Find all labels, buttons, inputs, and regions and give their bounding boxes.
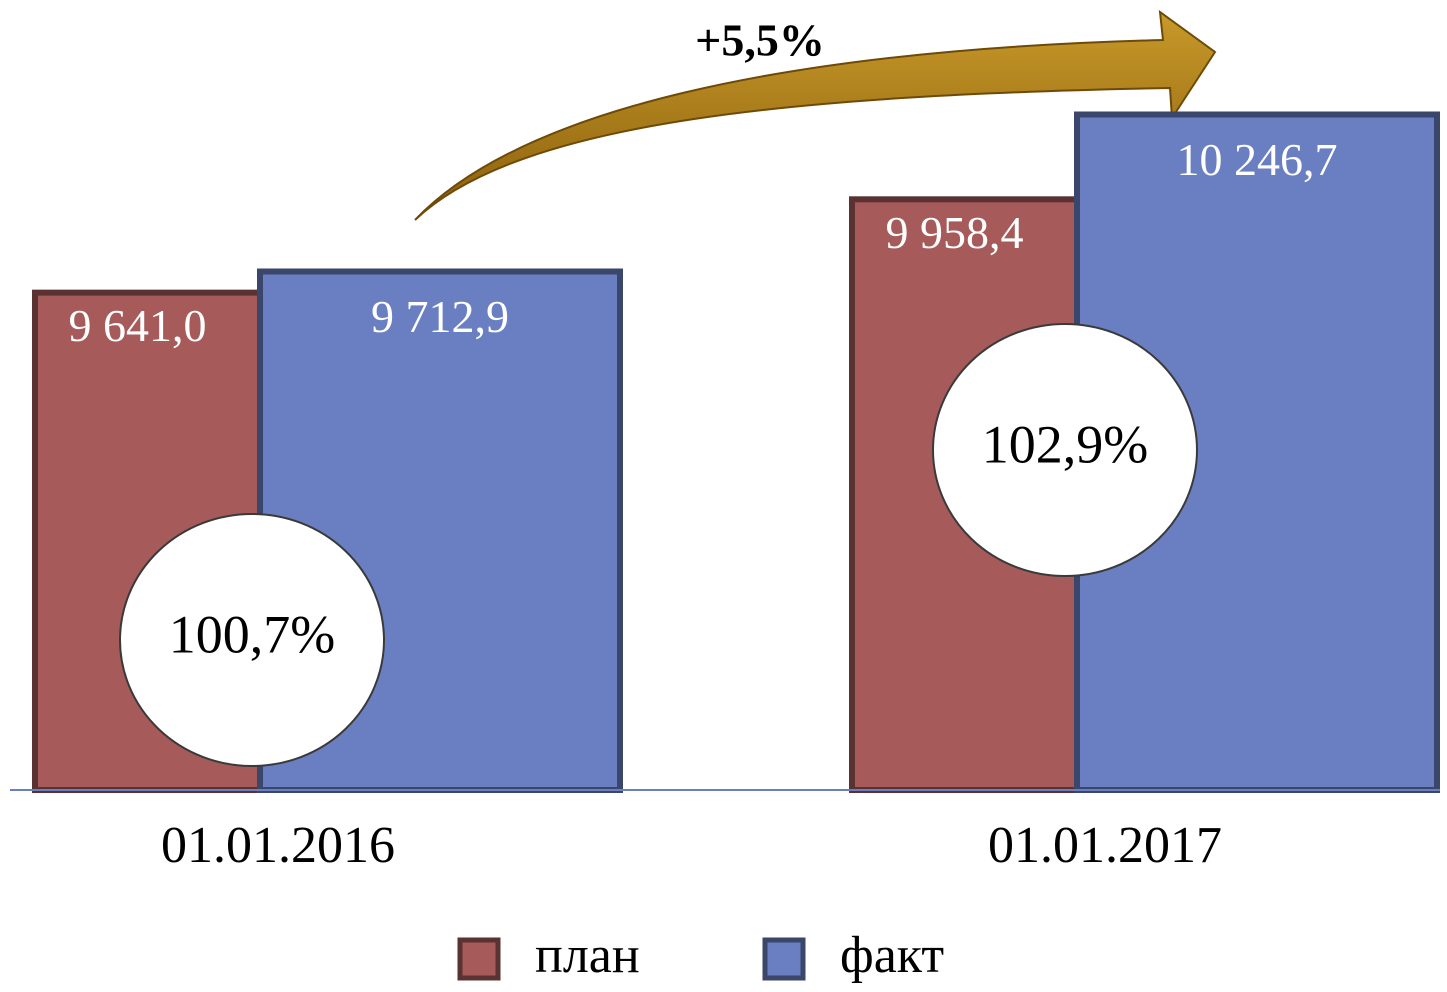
legend-label: факт (840, 927, 944, 984)
value-label: 9 958,4 (886, 207, 1024, 258)
growth-arrow (414, 9, 1217, 221)
value-label: 9 712,9 (371, 291, 509, 342)
ratio-label: 100,7% (169, 604, 335, 664)
value-label: 9 641,0 (69, 300, 207, 351)
x-tick-label: 01.01.2016 (161, 817, 395, 874)
ratio-bubble (932, 323, 1198, 577)
ratio-bubble (119, 513, 385, 767)
legend-swatch (457, 937, 501, 981)
legend-label: план (535, 927, 640, 984)
plot: 9 641,0 9 712,9 01.01.2016 9 958,4 10 246,7 0… (32, 111, 1440, 984)
x-tick-label: 01.01.2017 (988, 817, 1222, 874)
ratio-label: 102,9% (982, 414, 1148, 474)
legend-swatch (762, 937, 806, 981)
growth-label: +5,5% (695, 15, 825, 66)
value-label: 10 246,7 (1177, 134, 1338, 185)
